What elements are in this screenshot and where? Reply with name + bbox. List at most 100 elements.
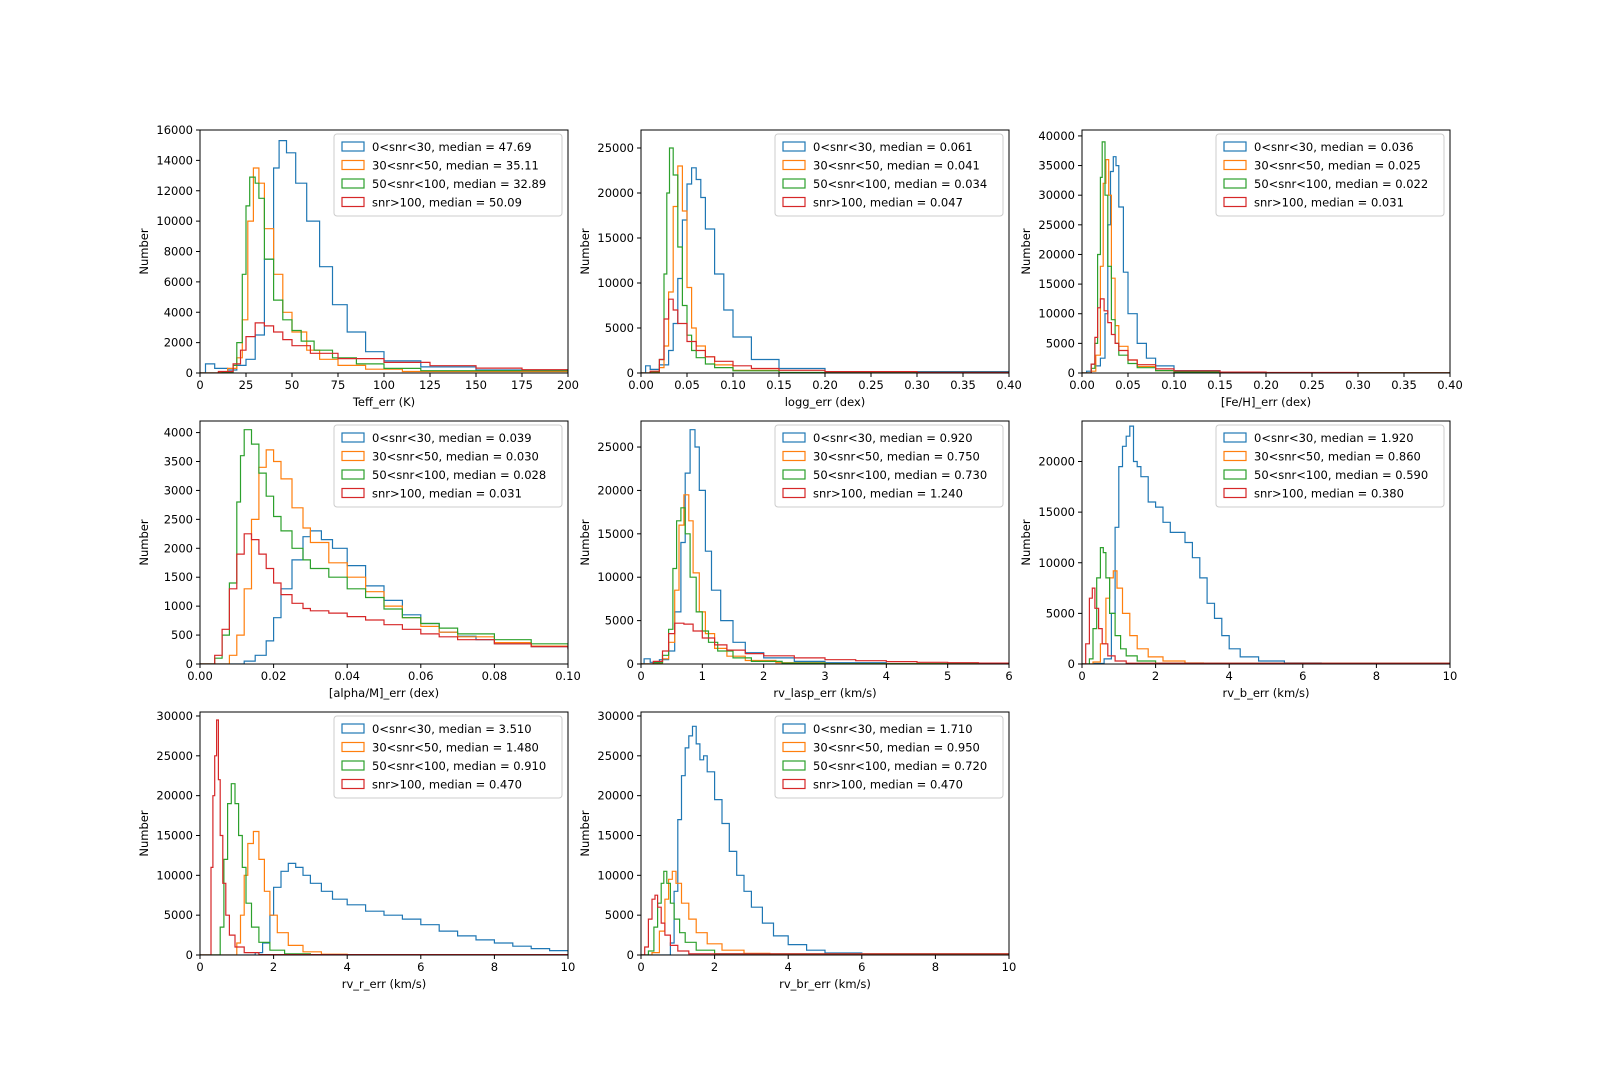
x-tick-label: 0.08	[482, 669, 508, 683]
chart-panel-8: 0 2 4 6 8 10 0 5000 10000 15000 20000 25000 30000 rv_…	[578, 709, 1016, 991]
legend-swatch	[341, 469, 365, 480]
y-tick-label: 8000	[164, 245, 193, 259]
y-axis-label: Number	[137, 519, 151, 565]
histogram-series-4	[1082, 587, 1450, 664]
x-tick-label: 0.40	[996, 378, 1022, 392]
y-tick-label: 15000	[156, 828, 193, 842]
legend: 0<snr<30, median = 47.69 30<snr<50, media…	[333, 133, 563, 217]
x-tick-label: 10	[561, 960, 576, 974]
legend-swatch	[341, 432, 365, 443]
legend-swatch	[1223, 487, 1247, 499]
legend-swatch	[341, 723, 365, 734]
histogram-series-4	[641, 894, 1009, 955]
chart-panel-7: 0 2 4 6 8 10 0 5000 10000 15000 20000 25000 30000 rv_…	[137, 709, 575, 991]
chart-panel-1: 0 25 50 75 100 125 150 175 200020004000600080001…	[137, 123, 579, 409]
legend-swatch	[782, 487, 806, 499]
legend-entry: snr>100, median = 0.047	[813, 196, 963, 210]
y-tick-label: 25000	[597, 440, 634, 454]
series-group	[641, 725, 1009, 955]
x-axis-label: logg_err (dex)	[785, 395, 866, 409]
x-tick-label: 0	[196, 960, 203, 974]
legend-swatch	[341, 741, 365, 753]
axes-frame	[199, 711, 569, 956]
legend-entry: 30<snr<50, median = 35.11	[372, 159, 539, 173]
y-tick-label: 16000	[156, 123, 193, 137]
x-tick-label: 0	[1078, 669, 1085, 683]
x-tick-label: 25	[239, 378, 254, 392]
legend-entry: 50<snr<100, median = 0.910	[372, 759, 546, 773]
y-tick-label: 2500	[164, 512, 193, 526]
x-axis-label: Teff_err (K)	[352, 395, 415, 409]
legend-entry: snr>100, median = 0.470	[372, 778, 522, 792]
x-tick-label: 6	[417, 960, 424, 974]
y-axis-label: Number	[137, 810, 151, 856]
histogram-series-1	[200, 862, 568, 955]
y-tick-label: 0	[186, 366, 193, 380]
histogram-series-4	[200, 719, 568, 955]
legend-swatch	[782, 741, 806, 753]
x-tick-label: 0	[637, 669, 644, 683]
legend-swatch	[782, 432, 806, 443]
legend-entry: 50<snr<100, median = 0.028	[372, 468, 546, 482]
legend-swatch	[341, 487, 365, 499]
legend-swatch	[1223, 432, 1247, 443]
legend: 0<snr<30, median = 3.510 30<snr<50, media…	[333, 715, 563, 799]
legend-entry: 50<snr<100, median = 0.034	[813, 177, 987, 191]
legend-box	[333, 715, 563, 799]
legend-entry: 30<snr<50, median = 0.025	[1254, 159, 1421, 173]
x-tick-label: 0.05	[1115, 378, 1141, 392]
y-axis-label: Number	[1019, 519, 1033, 565]
legend-swatch	[1223, 178, 1247, 189]
y-tick-label: 10000	[1038, 556, 1075, 570]
legend-swatch	[782, 450, 806, 462]
axes-frame	[199, 420, 569, 665]
y-tick-label: 10000	[156, 214, 193, 228]
legend-swatch	[782, 469, 806, 480]
y-tick-label: 500	[171, 628, 193, 642]
y-tick-label: 10000	[1038, 307, 1075, 321]
x-tick-label: 0.30	[904, 378, 930, 392]
x-tick-label: 8	[491, 960, 498, 974]
x-tick-label: 2	[270, 960, 277, 974]
y-tick-label: 25000	[597, 141, 634, 155]
y-tick-label: 40000	[1038, 129, 1075, 143]
legend-entry: 30<snr<50, median = 0.030	[372, 450, 539, 464]
x-tick-label: 8	[1373, 669, 1380, 683]
y-axis-label: Number	[137, 228, 151, 274]
histogram-series-1	[641, 167, 1009, 373]
y-tick-label: 2000	[164, 336, 193, 350]
y-axis-label: Number	[578, 519, 592, 565]
y-tick-label: 15000	[597, 231, 634, 245]
x-tick-label: 0.04	[334, 669, 360, 683]
legend-entry: snr>100, median = 50.09	[372, 196, 522, 210]
y-tick-label: 0	[627, 657, 634, 671]
histogram-series-3	[200, 429, 568, 664]
legend-entry: 50<snr<100, median = 0.590	[1254, 468, 1428, 482]
histogram-series-1	[1082, 425, 1450, 664]
legend-entry: 50<snr<100, median = 32.89	[372, 177, 546, 191]
y-tick-label: 0	[186, 657, 193, 671]
x-tick-label: 0.00	[628, 378, 654, 392]
legend-swatch	[782, 723, 806, 734]
histogram-series-4	[1082, 298, 1450, 373]
legend-entry: 0<snr<30, median = 1.920	[1254, 431, 1414, 445]
x-axis-label: rv_lasp_err (km/s)	[773, 686, 876, 700]
legend-entry: 50<snr<100, median = 0.022	[1254, 177, 1428, 191]
x-axis-label: rv_br_err (km/s)	[779, 977, 871, 991]
legend-entry: 30<snr<50, median = 0.950	[813, 741, 980, 755]
x-tick-label: 2	[711, 960, 718, 974]
x-tick-label: 0	[637, 960, 644, 974]
y-tick-label: 3000	[164, 483, 193, 497]
y-tick-label: 15000	[1038, 505, 1075, 519]
x-tick-label: 125	[419, 378, 441, 392]
legend-swatch	[782, 141, 806, 152]
y-tick-label: 0	[627, 366, 634, 380]
histogram-series-3	[200, 783, 568, 955]
y-tick-label: 0	[1068, 657, 1075, 671]
histogram-series-3	[641, 507, 1009, 664]
legend-entry: 0<snr<30, median = 47.69	[372, 140, 532, 154]
x-tick-label: 150	[465, 378, 487, 392]
y-tick-label: 10000	[597, 276, 634, 290]
legend-swatch	[341, 778, 365, 790]
